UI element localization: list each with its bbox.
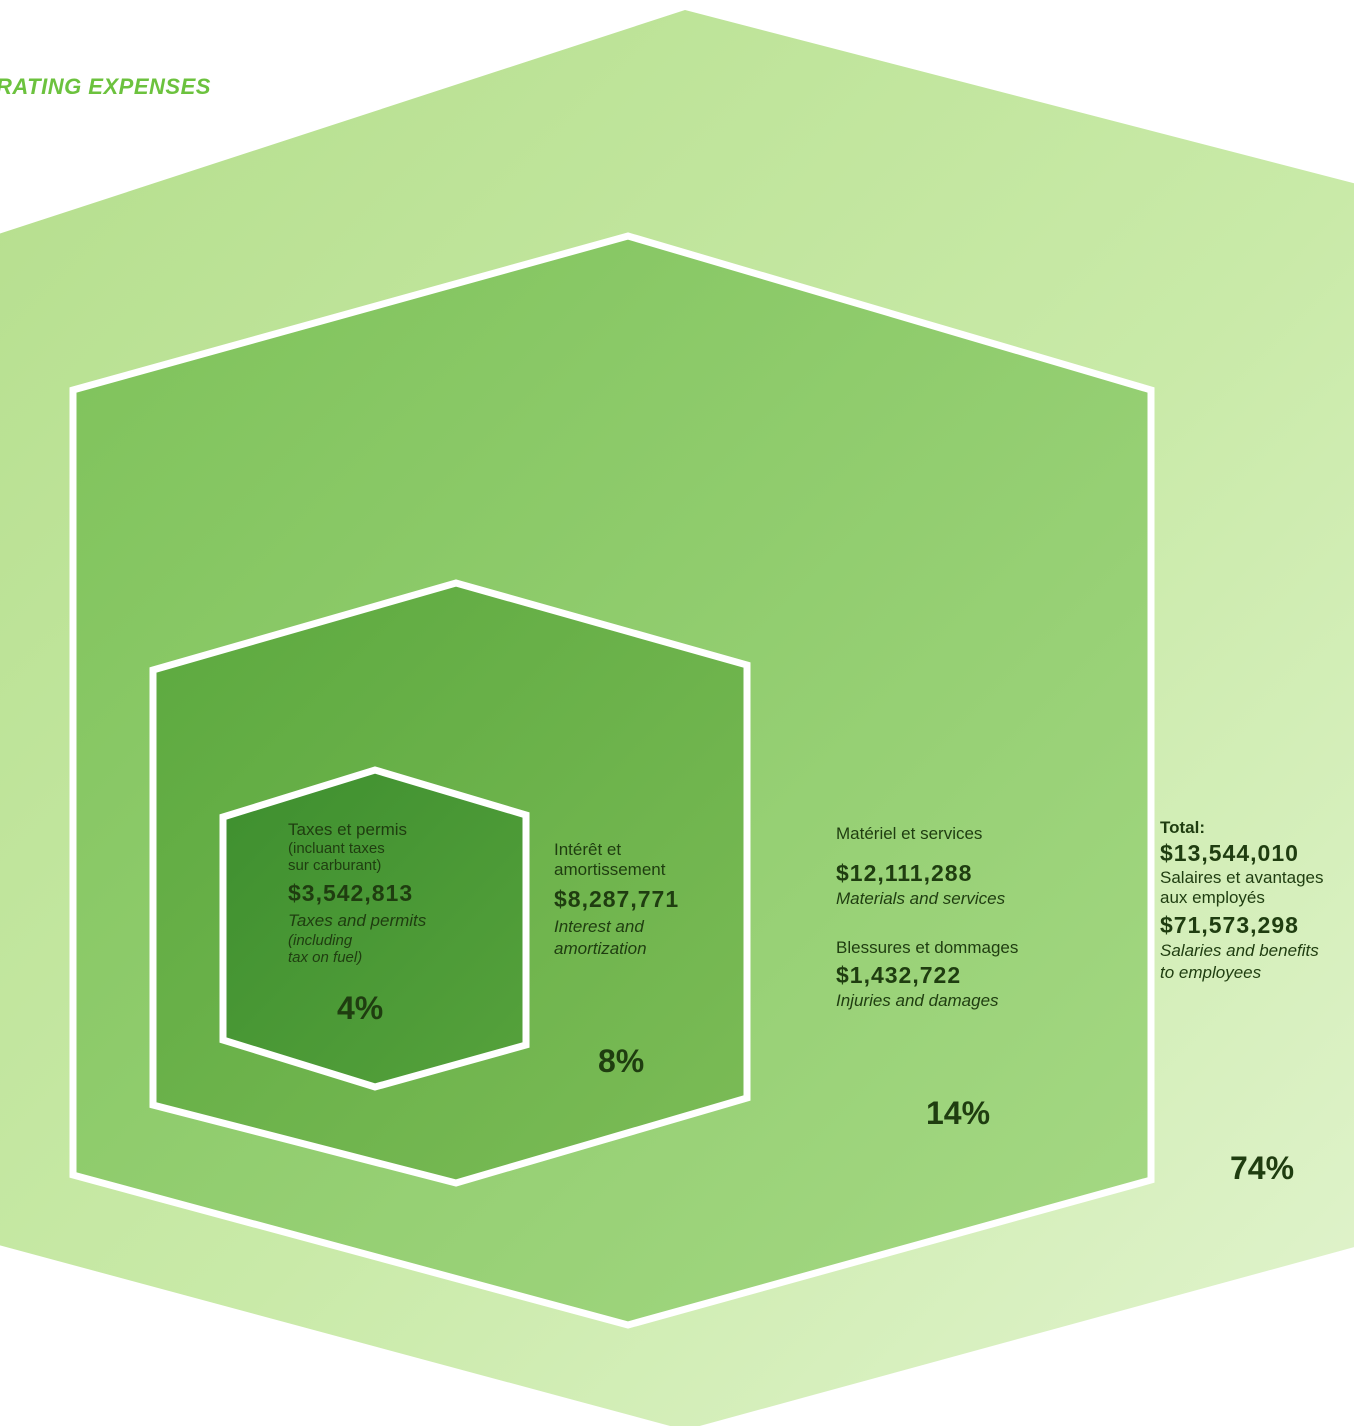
en-label: tax on fuel) bbox=[288, 949, 363, 966]
item-interest-amortization: Intérêt et amortissement $8,287,771 Inte… bbox=[554, 840, 679, 960]
fr-label: Taxes et permis bbox=[288, 820, 408, 839]
fr-label: Salaires et avantages bbox=[1160, 868, 1324, 887]
amount-value: $8,287,771 bbox=[554, 886, 680, 912]
total-amount-value: $13,544,010 bbox=[1160, 840, 1299, 866]
amount-value: $1,432,722 bbox=[836, 962, 962, 988]
percent-label: 74% bbox=[1230, 1150, 1295, 1186]
fr-label: Matériel et services bbox=[836, 824, 983, 843]
en-label: Salaries and benefits bbox=[1160, 941, 1319, 960]
en-label: Interest and bbox=[554, 917, 644, 936]
en-label: to employees bbox=[1160, 963, 1262, 982]
fr-label: aux employés bbox=[1160, 888, 1265, 907]
percent-label: 14% bbox=[926, 1095, 991, 1131]
chart-title: RATING EXPENSES bbox=[0, 74, 211, 99]
en-label: Injuries and damages bbox=[836, 991, 999, 1010]
percent-label: 8% bbox=[598, 1043, 645, 1079]
amount-value: $3,542,813 bbox=[288, 880, 414, 906]
en-label: amortization bbox=[554, 939, 647, 958]
en-label: (including bbox=[288, 932, 353, 949]
fr-label: Blessures et dommages bbox=[836, 938, 1019, 957]
fr-label: amortissement bbox=[554, 860, 666, 879]
en-label: Taxes and permits bbox=[288, 911, 427, 930]
item-injuries-damages: Blessures et dommages $1,432,722 Injurie… bbox=[836, 938, 1018, 1012]
fr-label: Intérêt et bbox=[554, 840, 622, 859]
item-materials-services: Matériel et services $12,111,288 Materia… bbox=[836, 824, 1005, 910]
item-taxes-permits: Taxes et permis (incluant taxes sur carb… bbox=[288, 820, 426, 966]
amount-value: $71,573,298 bbox=[1160, 912, 1299, 938]
item-total-and-salaries: Total: $13,544,010 Salaires et avantages… bbox=[1160, 818, 1324, 984]
hexagon-tier-4 bbox=[219, 766, 530, 1091]
en-label: Materials and services bbox=[836, 889, 1006, 908]
total-label: Total: bbox=[1160, 818, 1206, 837]
amount-value: $12,111,288 bbox=[836, 860, 973, 886]
percent-label: 4% bbox=[337, 990, 384, 1026]
fr-label: sur carburant) bbox=[288, 857, 382, 874]
fr-label: (incluant taxes bbox=[288, 840, 385, 857]
